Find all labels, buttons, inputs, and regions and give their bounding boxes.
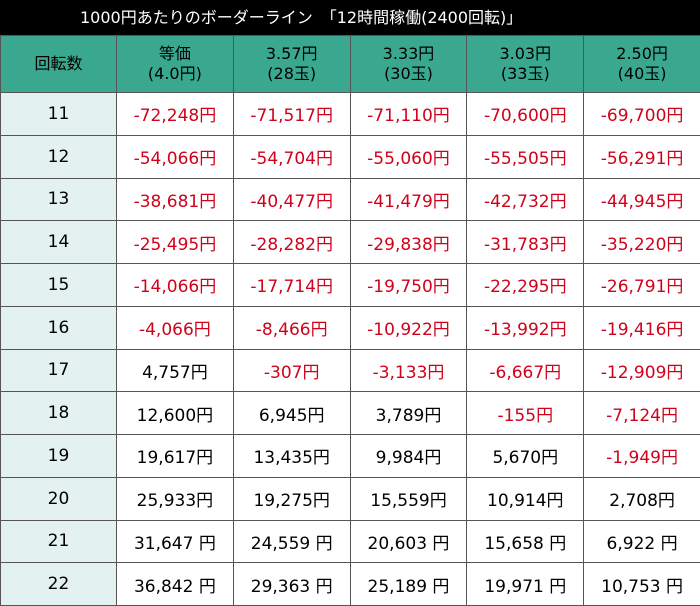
value-cell: -31,783円 — [467, 221, 584, 264]
value-cell: 36,842 円 — [117, 563, 234, 606]
value-cell: -14,066円 — [117, 264, 234, 307]
table-row: 14-25,495円-28,282円-29,838円-31,783円-35,22… — [1, 221, 700, 264]
table-row: 13-38,681円-40,477円-41,479円-42,732円-44,94… — [1, 178, 700, 221]
value-cell: 10,753 円 — [584, 563, 700, 606]
value-cell: -19,416円 — [584, 306, 700, 349]
rotation-cell: 18 — [1, 392, 117, 435]
header-col-2: 3.33円(30玉) — [350, 36, 467, 93]
value-cell: -4,066円 — [117, 306, 234, 349]
rotation-cell: 11 — [1, 93, 117, 136]
value-cell: -6,667円 — [467, 349, 584, 392]
rotation-cell: 15 — [1, 264, 117, 307]
value-cell: -55,060円 — [350, 135, 467, 178]
value-cell: -41,479円 — [350, 178, 467, 221]
value-cell: -22,295円 — [467, 264, 584, 307]
value-cell: -72,248円 — [117, 93, 234, 136]
value-cell: 12,600円 — [117, 392, 234, 435]
value-cell: -26,791円 — [584, 264, 700, 307]
rotation-cell: 22 — [1, 563, 117, 606]
value-cell: 4,757円 — [117, 349, 234, 392]
table-row: 12-54,066円-54,704円-55,060円-55,505円-56,29… — [1, 135, 700, 178]
value-cell: -44,945円 — [584, 178, 700, 221]
value-cell: -55,505円 — [467, 135, 584, 178]
value-cell: 6,945円 — [233, 392, 350, 435]
value-cell: -29,838円 — [350, 221, 467, 264]
rotation-cell: 16 — [1, 306, 117, 349]
value-cell: 24,559 円 — [233, 520, 350, 563]
value-cell: -38,681円 — [117, 178, 234, 221]
value-cell: -69,700円 — [584, 93, 700, 136]
value-cell: -56,291円 — [584, 135, 700, 178]
value-cell: -54,704円 — [233, 135, 350, 178]
value-cell: -8,466円 — [233, 306, 350, 349]
header-col-1: 3.57円(28玉) — [233, 36, 350, 93]
value-cell: 19,971 円 — [467, 563, 584, 606]
value-cell: 29,363 円 — [233, 563, 350, 606]
value-cell: 25,933円 — [117, 477, 234, 520]
value-cell: -35,220円 — [584, 221, 700, 264]
header-rotation: 回転数 — [1, 36, 117, 93]
rotation-cell: 14 — [1, 221, 117, 264]
table-row: 15-14,066円-17,714円-19,750円-22,295円-26,79… — [1, 264, 700, 307]
value-cell: -19,750円 — [350, 264, 467, 307]
value-cell: -12,909円 — [584, 349, 700, 392]
value-cell: 19,617円 — [117, 435, 234, 478]
rotation-cell: 19 — [1, 435, 117, 478]
value-cell: 13,435円 — [233, 435, 350, 478]
value-cell: -7,124円 — [584, 392, 700, 435]
value-cell: 10,914円 — [467, 477, 584, 520]
rotation-cell: 13 — [1, 178, 117, 221]
header-col-4: 2.50円(40玉) — [584, 36, 700, 93]
value-cell: 3,789円 — [350, 392, 467, 435]
value-cell: -40,477円 — [233, 178, 350, 221]
value-cell: -17,714円 — [233, 264, 350, 307]
table-row: 16-4,066円-8,466円-10,922円-13,992円-19,416円 — [1, 306, 700, 349]
value-cell: -155円 — [467, 392, 584, 435]
value-cell: 31,647 円 — [117, 520, 234, 563]
value-cell: -13,992円 — [467, 306, 584, 349]
value-cell: 6,922 円 — [584, 520, 700, 563]
rotation-cell: 12 — [1, 135, 117, 178]
value-cell: -10,922円 — [350, 306, 467, 349]
table-body: 11-72,248円-71,517円-71,110円-70,600円-69,70… — [1, 93, 700, 606]
value-cell: -71,110円 — [350, 93, 467, 136]
table-title: 1000円あたりのボーダーライン 「12時間稼働(2400回転)」 — [0, 0, 700, 35]
value-cell: -28,282円 — [233, 221, 350, 264]
value-cell: 15,658 円 — [467, 520, 584, 563]
value-cell: -25,495円 — [117, 221, 234, 264]
rotation-cell: 20 — [1, 477, 117, 520]
rotation-cell: 17 — [1, 349, 117, 392]
header-col-0: 等価(4.0円) — [117, 36, 234, 93]
header-col-3: 3.03円(33玉) — [467, 36, 584, 93]
value-cell: 15,559円 — [350, 477, 467, 520]
value-cell: 2,708円 — [584, 477, 700, 520]
border-line-table: 回転数 等価(4.0円) 3.57円(28玉) 3.33円(30玉) 3.03円… — [0, 35, 700, 606]
value-cell: -71,517円 — [233, 93, 350, 136]
value-cell: -1,949円 — [584, 435, 700, 478]
header-row: 回転数 等価(4.0円) 3.57円(28玉) 3.33円(30玉) 3.03円… — [1, 36, 700, 93]
value-cell: -3,133円 — [350, 349, 467, 392]
value-cell: -42,732円 — [467, 178, 584, 221]
table-row: 11-72,248円-71,517円-71,110円-70,600円-69,70… — [1, 93, 700, 136]
value-cell: 5,670円 — [467, 435, 584, 478]
value-cell: 9,984円 — [350, 435, 467, 478]
value-cell: 20,603 円 — [350, 520, 467, 563]
value-cell: -307円 — [233, 349, 350, 392]
value-cell: -54,066円 — [117, 135, 234, 178]
value-cell: 19,275円 — [233, 477, 350, 520]
rotation-cell: 21 — [1, 520, 117, 563]
value-cell: -70,600円 — [467, 93, 584, 136]
value-cell: 25,189 円 — [350, 563, 467, 606]
